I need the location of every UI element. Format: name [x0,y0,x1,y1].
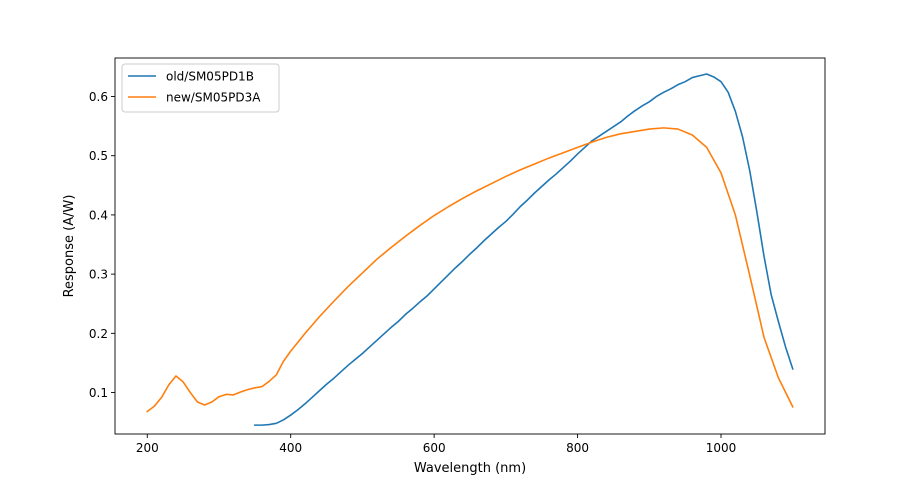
y-tick-label: 0.6 [89,90,108,104]
legend-label-2: new/SM05PD3A [166,91,261,105]
y-tick-label: 0.3 [89,268,108,282]
axes-frame [114,57,826,435]
x-tick-label: 400 [279,441,302,455]
legend: old/SM05PD1B new/SM05PD3A [121,63,280,113]
legend-box [121,63,280,113]
axes-background [115,58,825,434]
x-axis-label: Wavelength (nm) [414,461,526,476]
x-tick-label: 1000 [706,441,737,455]
series-layer [146,73,794,426]
y-tick-label: 0.1 [89,386,108,400]
y-axis: 0.1 0.2 0.3 0.4 0.5 0.6 [89,90,115,400]
y-tick-label: 0.5 [89,149,108,163]
x-tick-label: 800 [566,441,589,455]
series-line-2 [146,127,794,413]
x-tick-label: 600 [423,441,446,455]
y-tick-label: 0.2 [89,327,108,341]
x-axis: 200 400 600 800 1000 [136,434,736,455]
series-line-1 [254,73,794,426]
legend-label-1: old/SM05PD1B [166,70,254,84]
plot-area [115,58,825,434]
x-tick-label: 200 [136,441,159,455]
y-axis-label: Response (A/W) [62,195,77,298]
y-tick-label: 0.4 [89,208,108,222]
